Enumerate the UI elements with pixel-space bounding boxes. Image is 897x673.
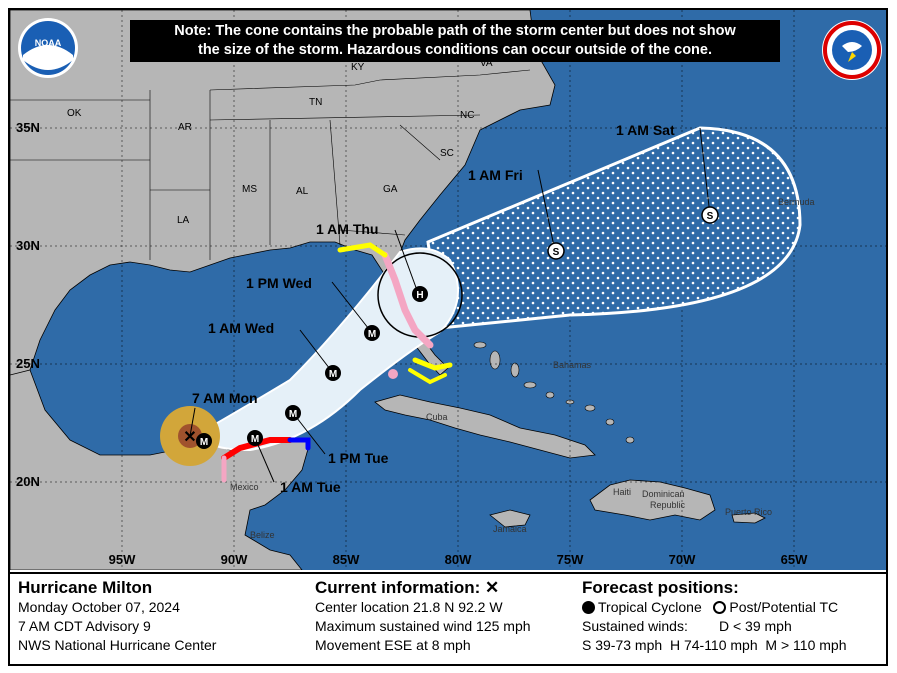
disturbance-area [388, 369, 398, 379]
svg-text:35N: 35N [16, 120, 40, 135]
current-info-title: Current information: ✕ [315, 578, 500, 597]
svg-text:S: S [553, 247, 560, 258]
svg-text:70W: 70W [669, 552, 696, 567]
forecast-cone-dotted [426, 126, 802, 330]
svg-text:1 PM Wed: 1 PM Wed [246, 275, 312, 291]
svg-text:7 AM Mon: 7 AM Mon [192, 390, 258, 406]
svg-text:85W: 85W [333, 552, 360, 567]
svg-text:Cuba: Cuba [426, 412, 448, 422]
svg-text:GA: GA [383, 184, 398, 195]
track-labels: 7 AM Mon 1 AM Tue 1 PM Tue 1 AM Wed 1 PM… [192, 122, 675, 495]
svg-text:VA: VA [480, 58, 493, 69]
svg-text:M: M [329, 369, 337, 380]
noaa-logo: NOAA [18, 18, 78, 78]
svg-text:1 PM Tue: 1 PM Tue [328, 450, 389, 466]
sustained-winds: Sustained winds: D < 39 mph [582, 618, 792, 634]
marker-key: Tropical Cyclone Post/Potential TC [582, 598, 846, 617]
nws-logo [822, 20, 882, 80]
svg-text:75W: 75W [557, 552, 584, 567]
forecast-title: Forecast positions: [582, 578, 739, 597]
latitude-labels: 35N 30N 25N 20N [16, 120, 40, 489]
note-line-1: Note: The cone contains the probable pat… [174, 23, 736, 39]
svg-text:Bermuda: Bermuda [778, 197, 815, 207]
wind-categories: S 39-73 mph H 74-110 mph M > 110 mph [582, 637, 847, 653]
forecast-cone [204, 247, 459, 452]
map-frame: M M M M M H S S ✕ 7 AM Mon 1 AM Tue 1 PM… [8, 8, 888, 666]
advisory-number: 7 AM CDT Advisory 9 [18, 618, 151, 634]
svg-text:AR: AR [178, 122, 192, 133]
svg-text:OK: OK [67, 108, 82, 119]
svg-text:Belize: Belize [250, 530, 275, 540]
advisory-date: Monday October 07, 2024 [18, 599, 180, 615]
svg-text:65W: 65W [781, 552, 808, 567]
svg-text:Puerto Rico: Puerto Rico [725, 507, 772, 517]
bahamas-islands [473, 341, 635, 444]
cuba-land [374, 394, 596, 459]
svg-text:S: S [707, 211, 714, 222]
svg-text:Mexico: Mexico [230, 482, 259, 492]
forecast-positions: Forecast positions: Tropical Cyclone Pos… [582, 578, 846, 655]
track-leaders [189, 127, 711, 483]
issuing-agency: NWS National Hurricane Center [18, 637, 217, 653]
svg-text:90W: 90W [221, 552, 248, 567]
jamaica-land [489, 509, 531, 528]
svg-text:1 AM Fri: 1 AM Fri [468, 167, 523, 183]
svg-text:TN: TN [309, 97, 322, 108]
current-symbol: ✕ [485, 578, 500, 597]
tropical-cyclone-icon [582, 601, 595, 614]
forecast-point-letters: M M M M M H S S [200, 211, 714, 448]
hurricane-map: M M M M M H S S ✕ 7 AM Mon 1 AM Tue 1 PM… [10, 10, 886, 570]
svg-text:M: M [200, 437, 208, 448]
puerto-rico-land [731, 512, 766, 524]
current-position-marker: ✕ [183, 429, 196, 446]
center-location: Center location 21.8 N 92.2 W [315, 599, 503, 615]
svg-text:M: M [368, 329, 376, 340]
svg-text:M: M [251, 434, 259, 445]
svg-text:Republic: Republic [650, 500, 686, 510]
forecast-points [196, 206, 719, 449]
legend-panel: Hurricane Milton Monday October 07, 2024… [10, 572, 886, 664]
svg-text:25N: 25N [16, 356, 40, 371]
state-borders [10, 69, 531, 260]
svg-text:20N: 20N [16, 474, 40, 489]
svg-text:1 AM Sat: 1 AM Sat [616, 122, 675, 138]
svg-text:80W: 80W [445, 552, 472, 567]
state-labels: OK AR TN KY VA NC SC GA AL MS LA [67, 58, 493, 226]
svg-text:H: H [416, 290, 423, 301]
svg-text:SC: SC [440, 148, 454, 159]
svg-text:30N: 30N [16, 238, 40, 253]
svg-text:M: M [289, 409, 297, 420]
movement: Movement ESE at 8 mph [315, 637, 471, 653]
storm-info: Hurricane Milton Monday October 07, 2024… [18, 578, 216, 655]
longitude-labels: 95W 90W 85W 80W 75W 70W 65W [109, 552, 808, 567]
svg-text:Bahamas: Bahamas [553, 360, 592, 370]
svg-text:1 AM Thu: 1 AM Thu [316, 221, 378, 237]
svg-text:Jamaica: Jamaica [493, 524, 527, 534]
svg-text:NOAA: NOAA [35, 38, 62, 48]
svg-text:KY: KY [351, 62, 365, 73]
svg-text:Dominican: Dominican [642, 489, 685, 499]
svg-text:1 AM Wed: 1 AM Wed [208, 320, 274, 336]
svg-text:1 AM Tue: 1 AM Tue [280, 479, 341, 495]
place-labels: Bermuda Bahamas Cuba Haiti Dominican Rep… [230, 197, 815, 540]
storm-name: Hurricane Milton [18, 578, 153, 597]
svg-text:Haiti: Haiti [613, 487, 631, 497]
svg-text:95W: 95W [109, 552, 136, 567]
svg-text:LA: LA [177, 215, 190, 226]
post-tc-icon [713, 601, 727, 614]
cone-disclaimer-note: Note: The cone contains the probable pat… [130, 20, 780, 62]
note-line-2: the size of the storm. Hazardous conditi… [197, 42, 712, 58]
svg-text:MS: MS [242, 184, 257, 195]
svg-text:AL: AL [296, 186, 309, 197]
current-information: Current information: ✕ Center location 2… [315, 578, 531, 655]
svg-text:NC: NC [460, 110, 474, 121]
max-wind: Maximum sustained wind 125 mph [315, 618, 531, 634]
